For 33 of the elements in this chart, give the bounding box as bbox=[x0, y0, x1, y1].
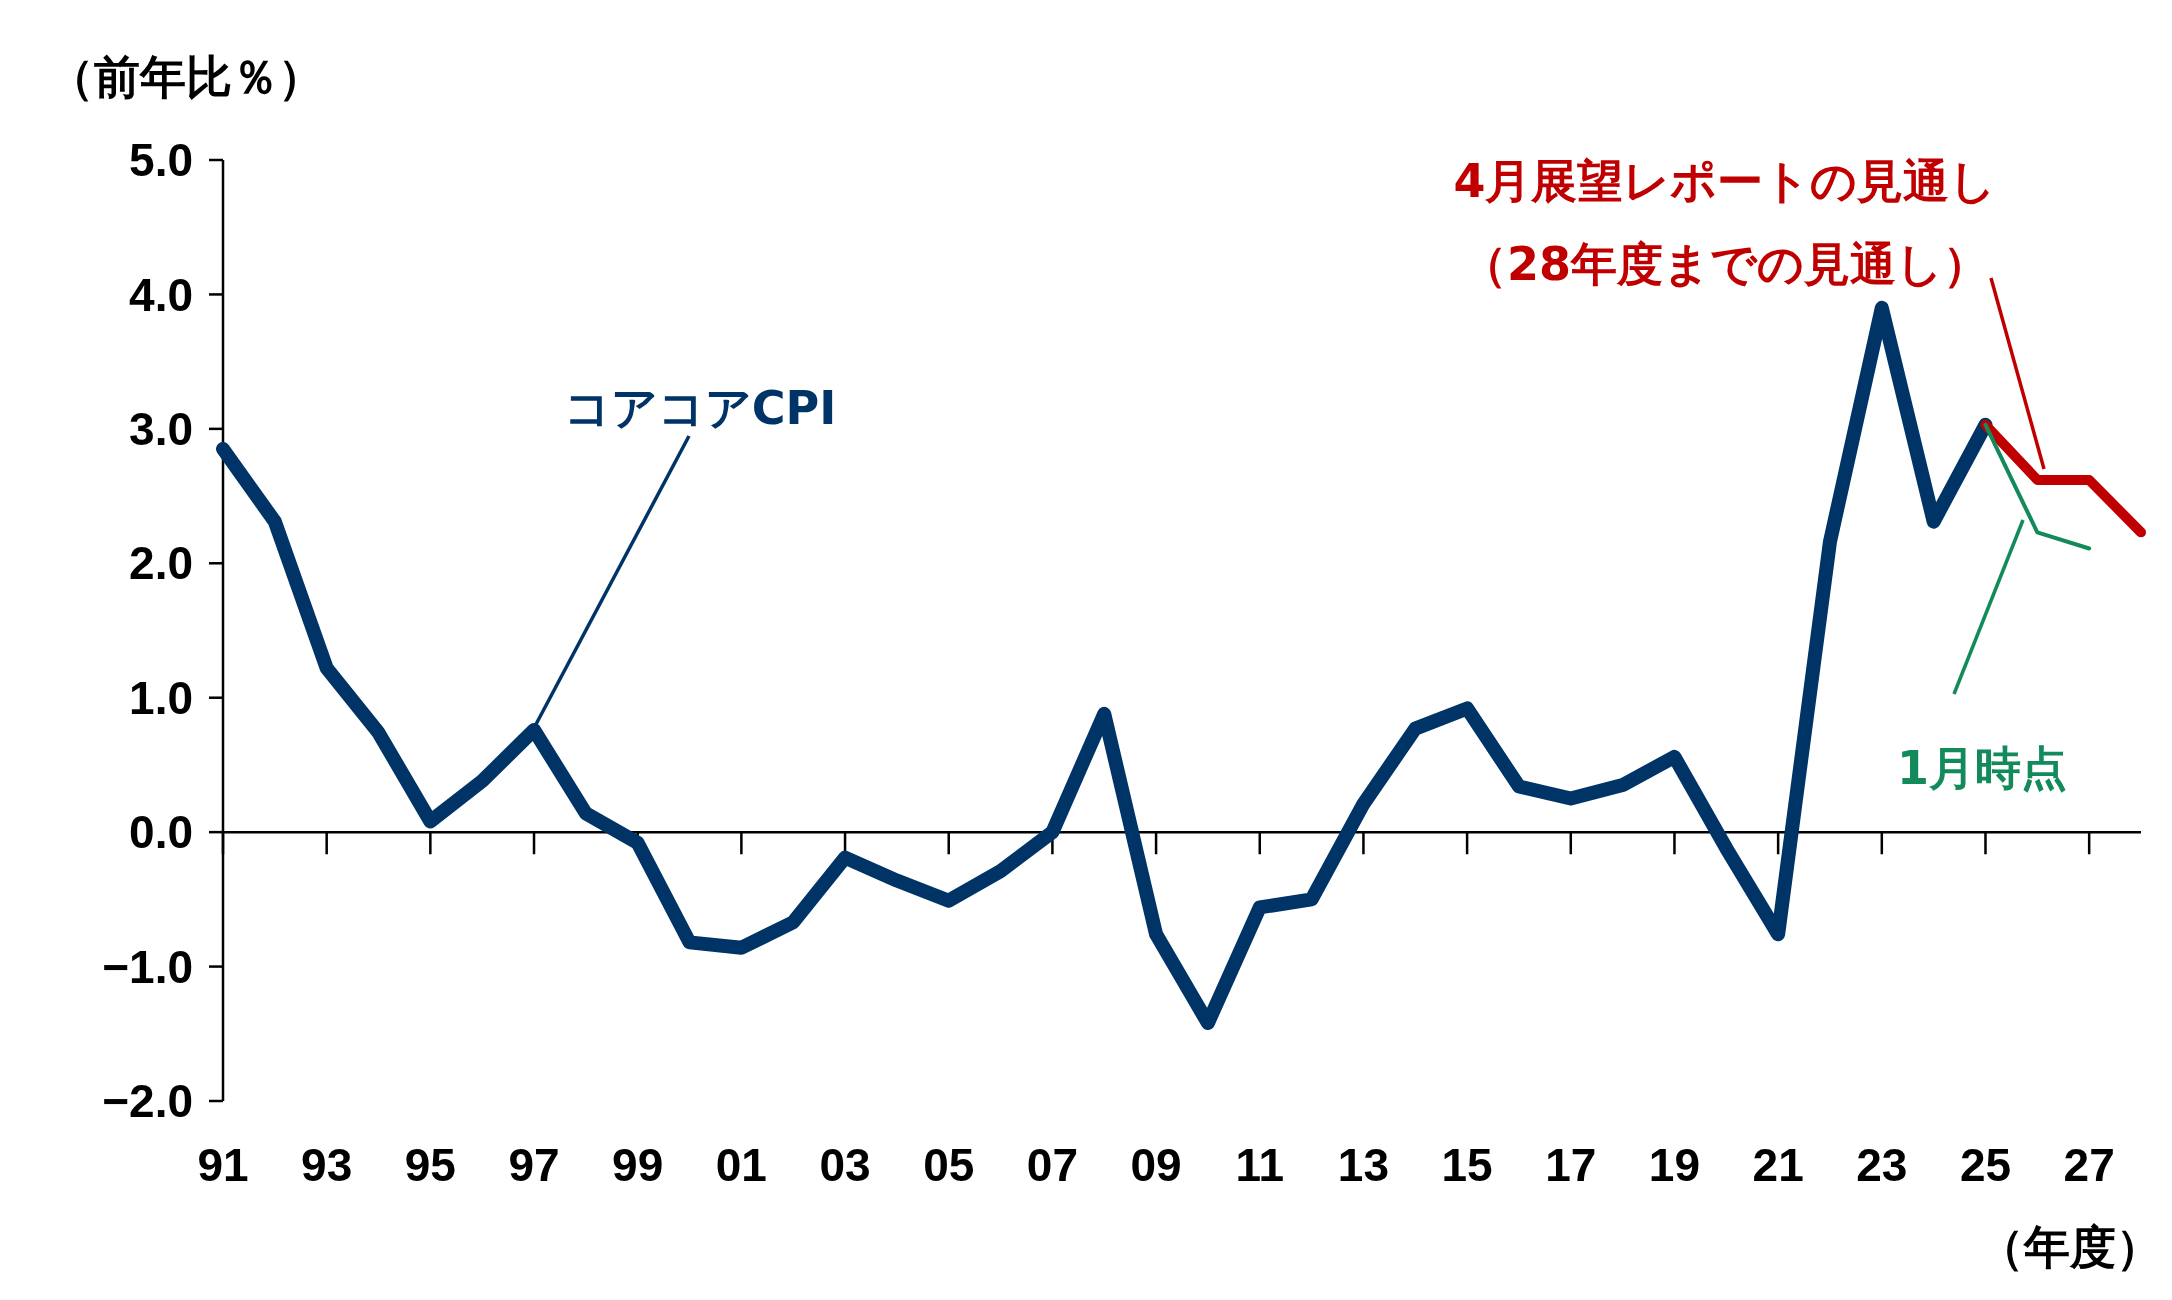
text: コアコアCPI bbox=[563, 381, 837, 436]
x-tick-label: 19 bbox=[1648, 1139, 1701, 1191]
x-tick-label: 91 bbox=[197, 1139, 249, 1191]
y-tick-label: 0.0 bbox=[129, 806, 193, 859]
x-tick-label: 15 bbox=[1441, 1139, 1493, 1191]
x-tick-label: 01 bbox=[715, 1139, 767, 1191]
x-tick-label: 09 bbox=[1130, 1139, 1182, 1191]
y-tick-label: 3.0 bbox=[129, 402, 193, 455]
x-tick-label: 07 bbox=[1026, 1139, 1078, 1191]
x-tick-label: 99 bbox=[612, 1139, 664, 1191]
x-tick-label: 05 bbox=[923, 1139, 975, 1191]
x-tick-label: 23 bbox=[1856, 1139, 1908, 1191]
x-tick-label: 13 bbox=[1337, 1139, 1390, 1191]
y-tick-label: 4.0 bbox=[129, 268, 193, 321]
y-tick-label: 1.0 bbox=[129, 671, 193, 724]
y-tick-label: 2.0 bbox=[129, 537, 193, 590]
x-axis-title: （年度） bbox=[1978, 1220, 2162, 1274]
y-tick-label: 5.0 bbox=[129, 134, 193, 187]
x-tick-label: 17 bbox=[1545, 1139, 1597, 1191]
x-tick-label: 21 bbox=[1752, 1139, 1804, 1191]
text: 1月時点 bbox=[1896, 741, 2068, 796]
x-tick-label: 93 bbox=[301, 1139, 353, 1191]
x-tick-label: 11 bbox=[1235, 1139, 1285, 1191]
text: 4月展望レポートの見通し bbox=[1453, 154, 1997, 209]
y-tick-label: −1.0 bbox=[102, 940, 193, 993]
x-tick-label: 03 bbox=[819, 1139, 871, 1191]
x-tick-label: 95 bbox=[404, 1139, 456, 1191]
x-tick-label: 27 bbox=[2063, 1139, 2115, 1191]
y-axis-title: （前年比％） bbox=[48, 50, 324, 104]
x-tick-label: 97 bbox=[508, 1139, 560, 1191]
x-tick-label: 25 bbox=[1959, 1139, 2012, 1191]
annotation: （28年度までの見通し） bbox=[1460, 237, 1990, 292]
y-tick-label: −2.0 bbox=[102, 1075, 193, 1128]
